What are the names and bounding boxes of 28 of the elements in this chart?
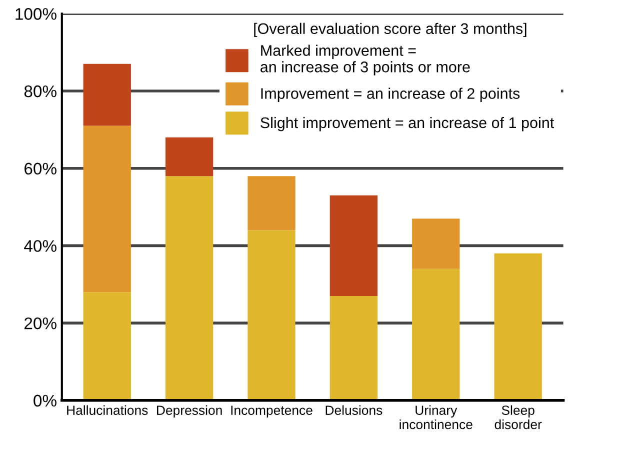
y-tick-label: 0% — [34, 394, 56, 407]
x-tick-label: Delusions — [326, 405, 382, 415]
x-tick-label: Depression — [157, 405, 222, 418]
y-tick-label: 40% — [24, 240, 56, 252]
legend-label: Marked improvement = an increase of 3 points or more — [260, 44, 470, 76]
bar — [165, 137, 214, 176]
x-tick-label: Hallucinations — [67, 405, 148, 415]
bar — [412, 268, 460, 400]
legend-label: Slight improvement = an increase of 1 point — [260, 116, 554, 132]
y-tick-label: 80% — [24, 85, 56, 98]
bar — [494, 253, 542, 400]
y-tick-label: 20% — [24, 317, 56, 330]
y-tick-label: 100% — [16, 8, 56, 20]
bar — [83, 126, 131, 292]
bar — [412, 218, 460, 269]
x-tick-label: Sleep disorder — [494, 405, 542, 430]
bar — [330, 195, 378, 296]
bar — [165, 176, 214, 400]
bar — [248, 230, 296, 400]
x-tick-label: Urinary incontinence — [400, 405, 472, 430]
bar — [83, 64, 131, 126]
bar — [248, 176, 296, 230]
bar — [330, 296, 378, 400]
y-tick-label: 60% — [24, 162, 56, 175]
x-tick-label: Incompetence — [231, 406, 312, 418]
bar — [83, 292, 131, 400]
legend-label: Improvement = an increase of 2 points — [261, 88, 520, 102]
legend-title: [Overall evaluation score after 3 months] — [254, 22, 526, 38]
